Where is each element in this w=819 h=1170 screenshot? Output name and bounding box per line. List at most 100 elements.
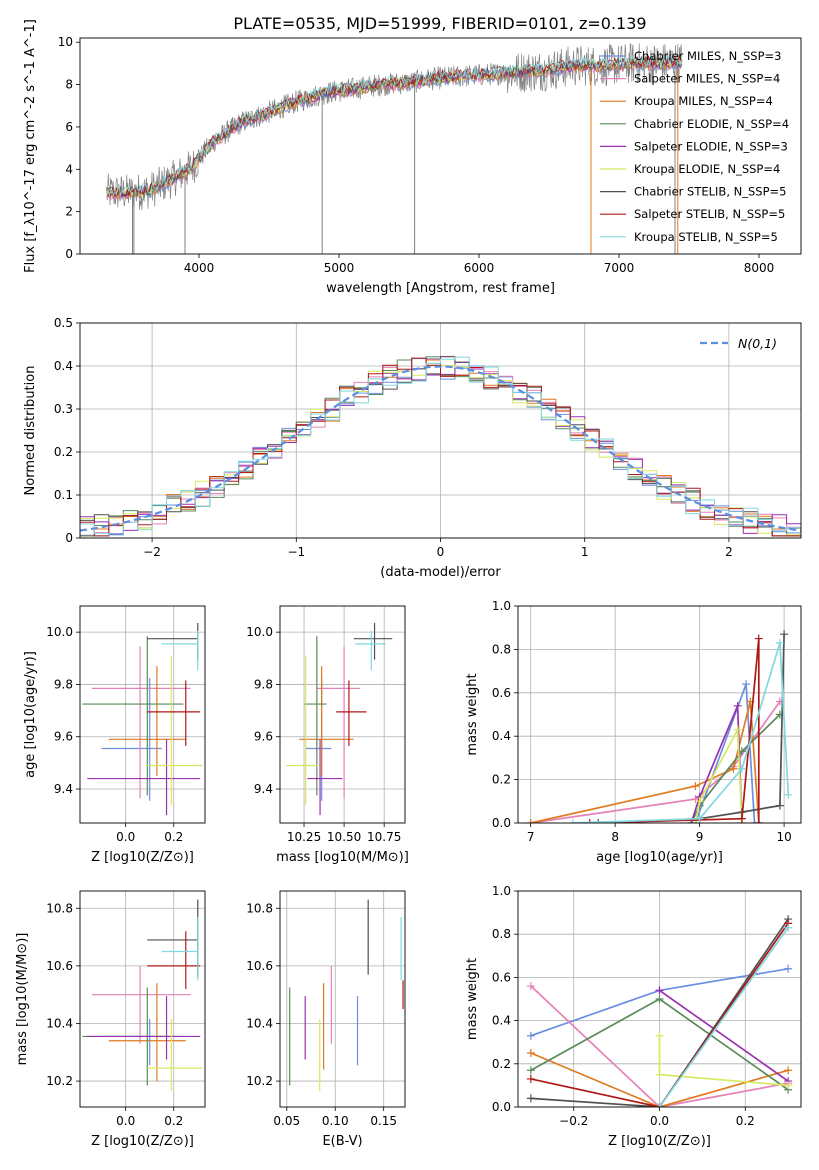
y-tick-label: 0 xyxy=(65,247,73,261)
x-tick-label: −2 xyxy=(143,545,161,559)
weight-marker-kroupa-miles xyxy=(526,1049,535,1057)
axes-frame xyxy=(79,605,206,824)
plot-area xyxy=(106,43,683,254)
axes-frame xyxy=(517,890,802,1108)
histogram-kroupa-stelib xyxy=(80,356,801,538)
panel-weight-vs-age: 7 8 9 10 0.0 0.2 0.4 0.6 0.8 1.0 age [log10(age/yr… xyxy=(465,599,802,865)
weight-marker-kroupa-elodie xyxy=(733,725,742,734)
y-tick-label: 0.4 xyxy=(492,729,511,743)
x-axis-label: Z [log10(Z/Z⊙)] xyxy=(91,1134,194,1149)
y-tick-label: 10.8 xyxy=(46,901,73,915)
x-tick-label: 2 xyxy=(725,545,733,559)
model-spectrum-kroupa-stelib xyxy=(106,54,683,196)
y-tick-label: 0.1 xyxy=(54,488,73,502)
weight-marker-kroupa-elodie xyxy=(655,1031,664,1040)
x-tick-label: 0.10 xyxy=(322,1114,349,1128)
weight-marker-salpeter-miles xyxy=(526,982,535,991)
axes-frame xyxy=(79,37,802,255)
plot-area xyxy=(80,355,801,538)
plot-area xyxy=(286,622,393,816)
legend-label-normal: N(0,1) xyxy=(738,336,777,351)
weight-marker-salpeter-stelib xyxy=(754,819,763,823)
y-axis-label: Flux [f_λ10^-17 erg cm^-2 s^-1 A^-1] xyxy=(23,19,38,273)
y-tick-label: 0.8 xyxy=(492,642,511,656)
y-tick-label: 0.2 xyxy=(492,773,511,787)
y-tick-label: 10.4 xyxy=(46,1016,73,1030)
panel-age-vs-z: 0.0 0.2 9.4 9.6 9.8 10.0 Z [log10(Z/Z⊙)] age [l… xyxy=(23,605,206,865)
weight-line-kroupa-stelib xyxy=(658,927,789,1107)
plot-area xyxy=(526,915,793,1107)
y-tick-label: 10.6 xyxy=(246,959,273,973)
x-axis-label: age [log10(age/yr)] xyxy=(596,850,723,865)
panel-age-vs-mass: 10.25 10.50 10.75 9.4 9.6 9.8 10.0 mass [log10(… xyxy=(246,605,409,865)
spectrum-legend: Chabrier MILES, N_SSP=3 Salpeter MILES, N… xyxy=(600,49,789,244)
axes-frame xyxy=(79,890,206,1108)
weight-line-kroupa-elodie xyxy=(694,726,743,823)
y-tick-label: 10.4 xyxy=(246,1016,273,1030)
y-tick-label: 0.8 xyxy=(492,927,511,941)
y-tick-label: 10.0 xyxy=(246,625,273,639)
x-tick-label: 5000 xyxy=(324,261,355,275)
weight-line-salpeter-elodie xyxy=(659,989,789,1082)
x-tick-label: 10.50 xyxy=(327,830,361,844)
x-tick-label: 10 xyxy=(776,830,791,844)
panel-mass-vs-ebv: 0.05 0.10 0.15 10.2 10.4 10.6 10.8 E(B-V) xyxy=(246,890,406,1149)
weight-marker-kroupa-stelib xyxy=(655,1103,664,1107)
y-tick-label: 10.8 xyxy=(246,901,273,915)
y-tick-label: 10.2 xyxy=(246,1074,273,1088)
weight-marker-kroupa-stelib xyxy=(784,923,793,932)
weight-marker-kroupa-stelib xyxy=(775,638,784,647)
weight-line-chabrier-elodie xyxy=(690,713,781,823)
y-tick-label: 9.8 xyxy=(54,677,73,691)
y-tick-label: 2 xyxy=(65,205,73,219)
panel-spectrum: 4000 5000 6000 7000 8000 0 2 4 6 8 10 wavelength [A… xyxy=(23,19,802,296)
weight-marker-kroupa-miles xyxy=(729,764,738,773)
x-axis-label: Z [log10(Z/Z⊙)] xyxy=(608,1134,711,1149)
y-tick-label: 0.6 xyxy=(492,686,511,700)
y-tick-label: 4 xyxy=(65,162,73,176)
weight-marker-chabrier-stelib xyxy=(780,630,789,639)
legend-label-kroupa-miles: Kroupa MILES, N_SSP=4 xyxy=(634,94,773,108)
x-tick-label: 10.25 xyxy=(287,830,321,844)
y-tick-label: 0.2 xyxy=(492,1057,511,1071)
weight-line-chabrier-stelib xyxy=(530,918,789,1107)
x-tick-label: −0.2 xyxy=(559,1114,588,1128)
legend-label-salpeter-miles: Salpeter MILES, N_SSP=4 xyxy=(634,72,780,86)
x-tick-label: 8 xyxy=(611,830,619,844)
weight-marker-chabrier-stelib xyxy=(526,1094,535,1103)
x-axis-label: mass [log10(M/M⊙)] xyxy=(276,850,409,865)
x-tick-label: 4000 xyxy=(184,261,215,275)
y-tick-label: 0.4 xyxy=(54,359,73,373)
x-tick-label: 10.75 xyxy=(367,830,401,844)
x-tick-label: 7 xyxy=(527,830,535,844)
y-tick-label: 0.5 xyxy=(54,316,73,330)
legend-label-salpeter-stelib: Salpeter STELIB, N_SSP=5 xyxy=(634,207,785,221)
weight-marker-chabrier-elodie xyxy=(526,1066,535,1075)
weight-line-salpeter-miles xyxy=(530,701,781,823)
axes-frame xyxy=(279,605,406,824)
y-axis-label: mass weight xyxy=(465,673,480,755)
x-tick-label: 7000 xyxy=(604,261,635,275)
weight-marker-kroupa-stelib xyxy=(737,764,746,773)
y-tick-label: 10 xyxy=(58,35,73,49)
y-tick-label: 10.2 xyxy=(46,1074,73,1088)
y-tick-label: 9.8 xyxy=(254,677,273,691)
y-tick-label: 1.0 xyxy=(492,884,511,898)
x-tick-label: 8000 xyxy=(744,261,775,275)
weight-marker-kroupa-elodie xyxy=(655,1070,664,1079)
x-tick-label: 0.05 xyxy=(273,1114,300,1128)
panel-residuals: −2 −1 0 1 2 0 0.1 0.2 0.3 0.4 0.5 (data-model)/erro… xyxy=(23,316,802,580)
y-tick-label: 6 xyxy=(65,120,73,134)
weight-marker-kroupa-miles xyxy=(691,782,700,791)
y-tick-label: 0 xyxy=(65,531,73,545)
y-axis-label: age [log10(age/yr)] xyxy=(23,651,38,778)
weight-marker-kroupa-elodie xyxy=(784,1081,793,1090)
y-tick-label: 1.0 xyxy=(492,599,511,613)
weight-marker-kroupa-stelib xyxy=(568,819,577,823)
x-tick-label: 1 xyxy=(581,545,589,559)
weight-marker-chabrier-miles xyxy=(750,819,759,823)
weight-line-salpeter-stelib xyxy=(589,638,760,823)
weight-marker-salpeter-stelib xyxy=(754,634,763,643)
weight-marker-kroupa-stelib xyxy=(695,814,704,823)
